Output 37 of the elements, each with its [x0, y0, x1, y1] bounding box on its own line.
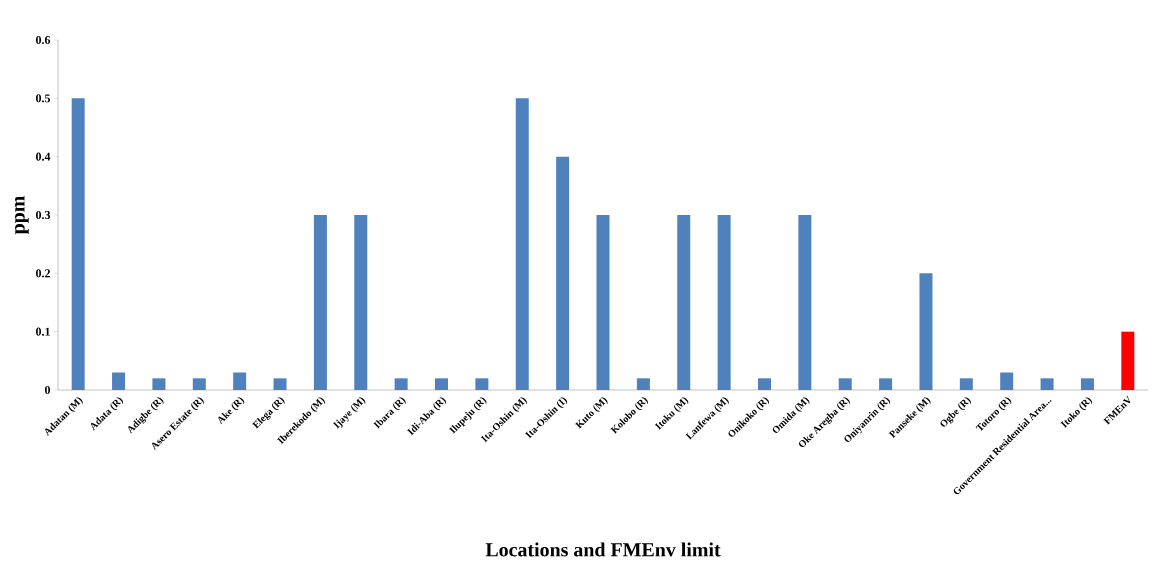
bar — [798, 215, 812, 390]
bar — [1040, 378, 1054, 390]
y-tick-label: 0.1 — [35, 327, 50, 336]
bar — [919, 273, 933, 390]
bar — [354, 215, 368, 390]
bar — [475, 378, 489, 390]
bar — [273, 378, 287, 390]
y-tick-label: 0.6 — [35, 35, 51, 45]
y-tick-label: 0.3 — [35, 210, 51, 220]
bar — [1121, 331, 1135, 390]
bar — [879, 378, 893, 390]
bar — [556, 156, 570, 390]
bar — [394, 378, 408, 390]
bar — [435, 378, 449, 390]
y-tick-label: 0.5 — [35, 94, 51, 103]
bar — [192, 378, 206, 390]
y-axis-title: ppm — [15, 195, 29, 235]
bar — [1080, 378, 1094, 390]
bar — [677, 215, 691, 390]
bar — [152, 378, 166, 390]
bar — [1000, 372, 1014, 390]
bar — [112, 372, 126, 390]
bar — [596, 215, 610, 390]
bar — [717, 215, 731, 390]
bar — [313, 215, 327, 390]
y-tick-label: 0.4 — [35, 152, 51, 161]
bar — [233, 372, 247, 390]
bar — [636, 378, 650, 390]
bar — [838, 378, 852, 390]
bar — [757, 378, 771, 390]
x-axis-title: Locations and FMEnv limit — [485, 542, 721, 557]
bar — [71, 98, 85, 390]
bar — [959, 378, 973, 390]
y-tick-label: 0.2 — [35, 269, 50, 278]
y-tick-label: 0 — [44, 385, 51, 395]
x-tick-label: Ake (R) — [218, 397, 245, 425]
bar — [515, 98, 529, 390]
